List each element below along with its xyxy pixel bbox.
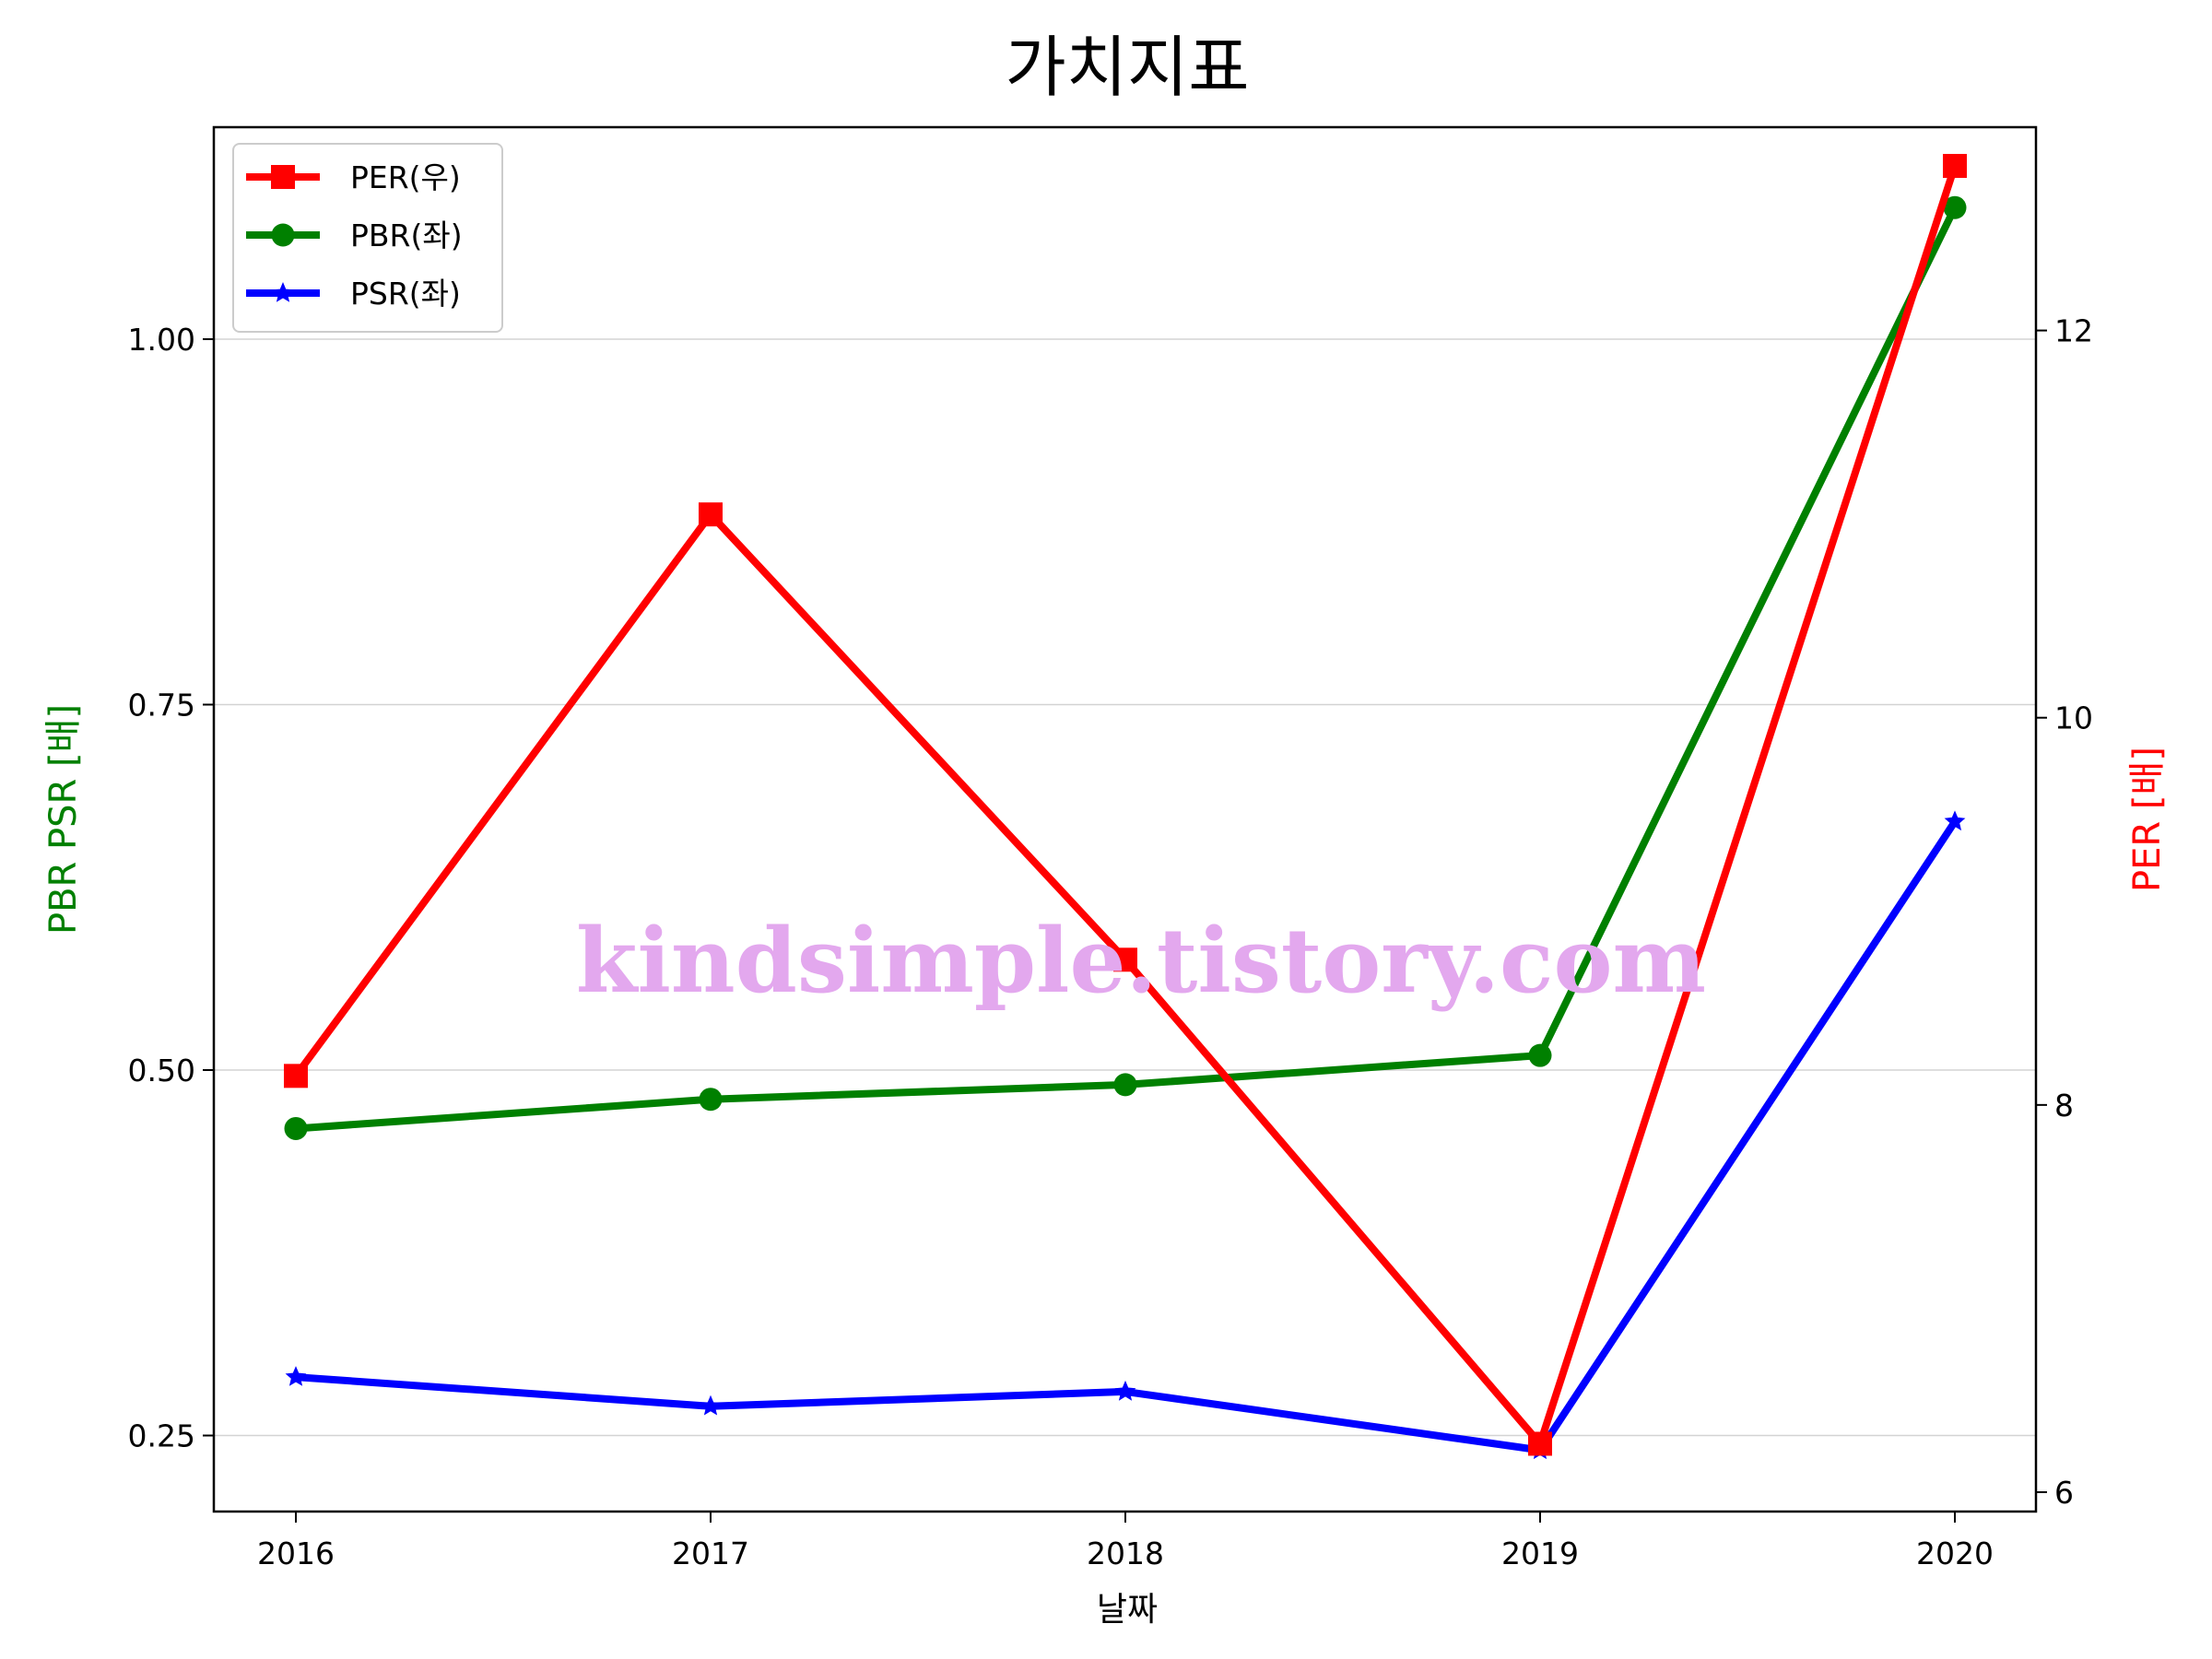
data-point [1114, 1380, 1136, 1401]
data-point [285, 1366, 307, 1386]
left-axis-tick-label: 0.25 [128, 1418, 195, 1454]
data-point [284, 1116, 308, 1140]
series-line [292, 162, 1959, 1448]
legend-marker [272, 282, 294, 302]
series-square [284, 154, 1967, 1456]
data-point [284, 1064, 308, 1088]
legend: PER(우) PBR(좌) PSR(좌) [232, 143, 503, 333]
legend-marker [271, 223, 295, 247]
right-axis-tick-label: 10 [2054, 700, 2093, 736]
watermark-text: kindsimple.tistory.com [576, 909, 1706, 1013]
data-point [1113, 1073, 1137, 1097]
data-point [1943, 195, 1967, 219]
right-axis-label: PER [배] [2126, 747, 2169, 892]
x-axis-tick-label: 2019 [1501, 1535, 1579, 1571]
x-axis-tick-label: 2017 [672, 1535, 749, 1571]
data-point [1528, 1043, 1552, 1067]
legend-box [232, 143, 503, 333]
legend-label: PSR(좌) [350, 276, 461, 312]
right-axis-tick-label: 12 [2054, 313, 2093, 349]
series-layer [284, 154, 1967, 1460]
legend-label: PER(우) [350, 159, 461, 195]
data-point [1528, 1431, 1552, 1456]
left-axis-tick-label: 0.75 [128, 687, 195, 723]
x-axis-label: 날짜 [1097, 1591, 1158, 1629]
axes: 0.25 0.50 0.75 1.00 6 8 10 12 2016 2017 2018 2019 20… [128, 313, 2093, 1571]
data-point [1943, 154, 1967, 179]
data-point [1944, 810, 1966, 831]
right-axis-tick-label: 6 [2054, 1475, 2074, 1511]
left-axis-tick-label: 1.00 [128, 322, 195, 358]
series-circle [284, 195, 1967, 1140]
data-point [699, 502, 723, 527]
left-axis-tick-label: 0.50 [128, 1053, 195, 1088]
grid-lines [214, 338, 2036, 1437]
data-point [1113, 947, 1137, 972]
legend-label: PBR(좌) [350, 218, 463, 253]
data-point [699, 1088, 723, 1112]
legend-marker [271, 165, 295, 189]
right-axis-tick-label: 8 [2054, 1088, 2074, 1124]
data-point [700, 1394, 722, 1416]
chart-title: 가치지표 [1006, 29, 1250, 106]
x-axis-tick-label: 2016 [257, 1535, 335, 1571]
x-axis-tick-label: 2020 [1916, 1535, 1994, 1571]
x-axis-tick-label: 2018 [1087, 1535, 1164, 1571]
left-axis-label: PBR PSR [배] [42, 704, 85, 935]
